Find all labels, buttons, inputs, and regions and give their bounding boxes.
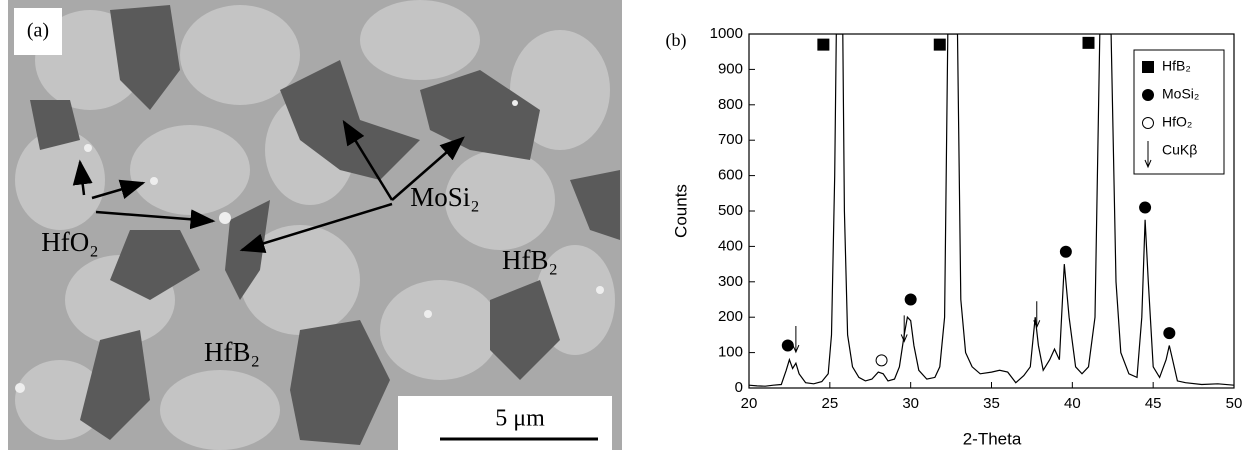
y-tick-label: 200 bbox=[718, 308, 743, 325]
marker-disc bbox=[1139, 201, 1151, 213]
x-tick-label: 45 bbox=[1145, 395, 1162, 412]
panel-label: (b) bbox=[666, 30, 687, 51]
legend-label: HfB₂ bbox=[1162, 58, 1191, 74]
marker-circle bbox=[1143, 118, 1154, 129]
marker-circle bbox=[876, 355, 887, 366]
y-tick-label: 500 bbox=[718, 202, 743, 219]
legend-label: MoSi₂ bbox=[1162, 86, 1199, 102]
y-axis-label: Counts bbox=[671, 184, 690, 238]
marker-arrow bbox=[793, 326, 799, 352]
marker-disc bbox=[1060, 246, 1072, 258]
marker-disc bbox=[782, 340, 794, 352]
y-tick-label: 700 bbox=[718, 131, 743, 148]
x-tick-label: 50 bbox=[1226, 395, 1243, 412]
x-axis-label: 2-Theta bbox=[963, 429, 1022, 448]
figure: (a) HfO₂ MoSi₂ HfB₂ HfB₂ 5 μm (b) Counts… bbox=[0, 0, 1252, 454]
marker-disc bbox=[1163, 327, 1175, 339]
y-tick-label: 800 bbox=[718, 96, 743, 113]
marker-square bbox=[1083, 37, 1095, 49]
sem-image: (a) HfO₂ MoSi₂ HfB₂ HfB₂ 5 μm bbox=[8, 0, 622, 450]
marker-square bbox=[817, 39, 829, 51]
image-annotation: MoSi₂ bbox=[410, 182, 479, 212]
x-tick-label: 30 bbox=[902, 395, 919, 412]
panel-label: (a) bbox=[27, 20, 49, 42]
image-annotation: HfO₂ bbox=[41, 227, 98, 257]
y-tick-label: 0 bbox=[735, 379, 743, 396]
y-tick-label: 400 bbox=[718, 237, 743, 254]
y-tick-label: 600 bbox=[718, 167, 743, 184]
y-tick-label: 300 bbox=[718, 273, 743, 290]
x-tick-label: 35 bbox=[983, 395, 1000, 412]
y-tick-label: 900 bbox=[718, 60, 743, 77]
marker-disc bbox=[1142, 89, 1154, 101]
image-annotation: HfB₂ bbox=[502, 245, 558, 275]
plot: 0 100 200 300 400 500 600 700 800 900 1000 20 25 30 35… bbox=[710, 25, 1243, 412]
legend-label: HfO₂ bbox=[1162, 114, 1192, 130]
scale-bar-label: 5 μm bbox=[495, 406, 545, 432]
marker-disc bbox=[905, 294, 917, 306]
y-tick-label: 1000 bbox=[710, 25, 743, 42]
marker-arrow bbox=[901, 315, 907, 341]
image-annotation: HfB₂ bbox=[204, 337, 260, 367]
marker-square bbox=[1142, 61, 1154, 73]
x-tick-label: 40 bbox=[1064, 395, 1081, 412]
legend-label: CuKβ bbox=[1162, 142, 1197, 158]
x-tick-label: 25 bbox=[821, 395, 838, 412]
marker-arrow bbox=[1034, 301, 1040, 327]
marker-square bbox=[934, 39, 946, 51]
x-tick-label: 20 bbox=[741, 395, 758, 412]
y-tick-label: 100 bbox=[718, 344, 743, 361]
